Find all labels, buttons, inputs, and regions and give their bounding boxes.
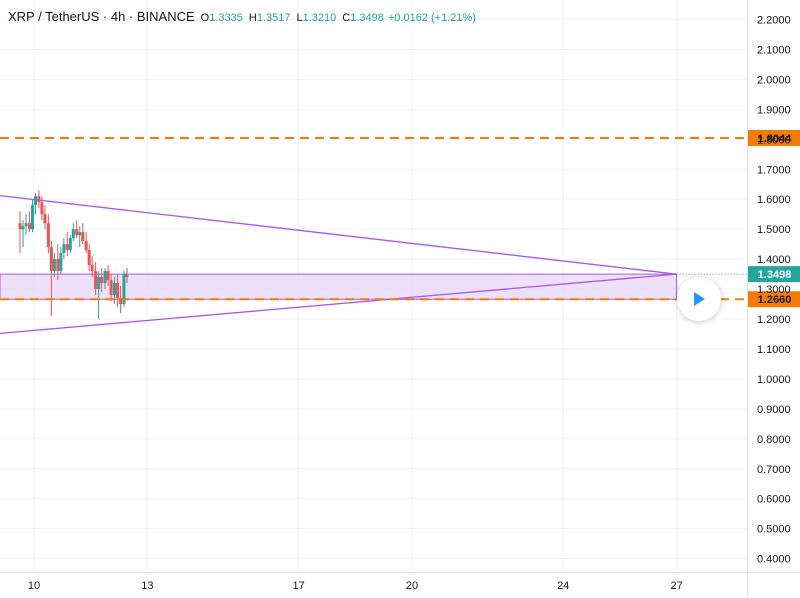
level-lines[interactable]: 1.8044 1.2660 1.3498 xyxy=(0,129,800,308)
candle-body xyxy=(68,238,72,251)
price-tick-label: 0.7000 xyxy=(757,464,791,476)
price-tick-label: 1.0000 xyxy=(757,374,791,386)
candle-body xyxy=(52,259,56,272)
candle-body xyxy=(18,223,22,230)
candle-body xyxy=(43,214,47,224)
replay-play-button[interactable] xyxy=(677,277,721,321)
candle-body xyxy=(59,253,63,272)
time-tick-label: 24 xyxy=(557,580,569,592)
price-tick-label: 1.3000 xyxy=(757,284,791,296)
price-change: +0.0162 (+1.21%) xyxy=(387,12,476,24)
triangle-upper-line[interactable] xyxy=(0,194,677,275)
price-tick-label: 0.8000 xyxy=(757,434,791,446)
candle-body xyxy=(125,274,129,278)
candle-body xyxy=(87,250,91,266)
price-tick-label: 0.5000 xyxy=(757,524,791,536)
price-tick-label: 2.0000 xyxy=(757,74,791,86)
candle-body xyxy=(56,259,60,272)
candle-body xyxy=(37,196,41,203)
price-tick-label: 0.9000 xyxy=(757,404,791,416)
candle-body xyxy=(100,277,104,284)
close-key: C xyxy=(342,12,351,24)
candle-body xyxy=(113,283,117,296)
triangle-lower-line[interactable] xyxy=(0,273,677,335)
candle-body xyxy=(81,232,85,242)
low-value: 1.3210 xyxy=(302,12,337,24)
price-level-label: 1.8044 xyxy=(758,133,793,145)
price-tick-label: 1.5000 xyxy=(757,224,791,236)
candle-body xyxy=(21,226,25,230)
price-tick-label: 0.6000 xyxy=(757,494,791,506)
time-tick-label: 10 xyxy=(28,580,40,592)
candle-body xyxy=(90,265,94,272)
candle-body xyxy=(27,223,31,230)
candle-body xyxy=(49,247,53,272)
candle-body xyxy=(40,202,44,215)
price-level-tag[interactable] xyxy=(748,291,800,308)
candle-body xyxy=(75,229,79,236)
price-tick-label: 1.2000 xyxy=(757,314,791,326)
candle-body xyxy=(106,271,110,281)
candle-body xyxy=(122,274,126,305)
candle-body xyxy=(97,277,101,290)
price-tick-label: 1.4000 xyxy=(757,254,791,266)
price-tick-label: 1.1000 xyxy=(757,344,791,356)
candle-body xyxy=(34,196,38,206)
price-tick-label: 1.9000 xyxy=(757,104,791,116)
price-level-tag[interactable] xyxy=(748,129,800,146)
low-key: L xyxy=(296,12,303,24)
time-tick-label: 20 xyxy=(406,580,418,592)
candles xyxy=(18,190,129,319)
time-tick-label: 17 xyxy=(292,580,304,592)
candle-body xyxy=(30,205,34,230)
candle-body xyxy=(116,283,120,299)
open-key: O xyxy=(200,12,210,24)
candle-body xyxy=(46,223,50,248)
price-tick-label: 1.7000 xyxy=(757,164,791,176)
time-tick-label: 27 xyxy=(670,580,682,592)
price-tick-label: 1.8000 xyxy=(757,134,791,146)
current-price-tag[interactable] xyxy=(748,266,800,283)
high-key: H xyxy=(248,12,257,24)
time-tick-label: 13 xyxy=(141,580,153,592)
price-level-label: 1.2660 xyxy=(758,294,792,306)
play-icon xyxy=(694,292,705,306)
current-price-label: 1.3498 xyxy=(758,269,792,281)
candle-body xyxy=(78,232,82,236)
price-tick-label: 1.6000 xyxy=(757,194,791,206)
candle-body xyxy=(24,223,28,227)
candle-body xyxy=(94,271,98,290)
symbol-title: XRP / TetherUS · 4h · BINANCE xyxy=(8,9,195,24)
open-value: 1.3335 xyxy=(209,12,243,24)
price-tick-label: 2.2000 xyxy=(757,15,791,27)
candle-body xyxy=(62,244,66,254)
candle-body xyxy=(109,280,113,296)
candle-body xyxy=(119,298,123,305)
close-value: 1.3498 xyxy=(350,12,384,24)
candle-body xyxy=(71,229,75,239)
price-tick-label: 0.4000 xyxy=(757,554,791,566)
price-tick-label: 2.1000 xyxy=(757,44,791,56)
triangle-pattern[interactable] xyxy=(0,194,677,335)
candle-body xyxy=(65,244,69,251)
candle-body xyxy=(84,241,88,251)
candle-body xyxy=(103,271,107,284)
high-value: 1.3517 xyxy=(256,12,291,24)
